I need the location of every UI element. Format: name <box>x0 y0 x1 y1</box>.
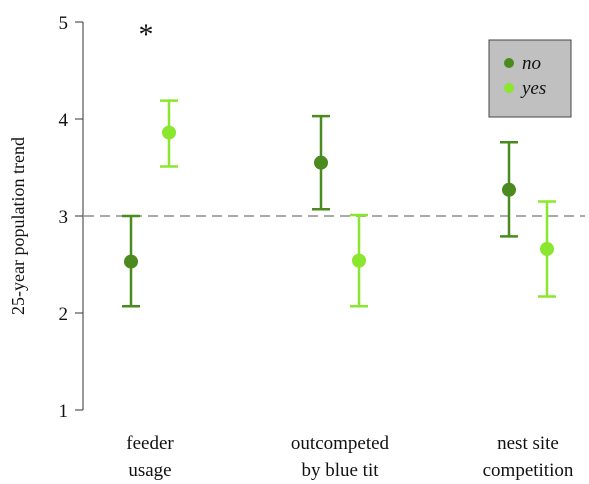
category-label-line: by blue tit <box>301 460 379 481</box>
category-label: nest site competition <box>483 433 574 481</box>
y-tick-label: 2 <box>59 304 69 325</box>
legend-marker <box>504 83 514 93</box>
data-point-no-1 <box>312 114 330 211</box>
legend-item-no: no <box>504 53 541 74</box>
legend-label: yes <box>520 78 546 99</box>
legend-label: no <box>522 53 541 74</box>
y-tick-label: 1 <box>59 401 69 422</box>
category-label-line: competition <box>483 460 574 481</box>
mean-point <box>352 253 366 268</box>
data-point-yes-0 <box>160 99 178 168</box>
category-label-line: nest site <box>497 433 559 454</box>
mean-point <box>314 155 328 170</box>
legend-marker <box>504 58 514 68</box>
y-axis-label: 25-year population trend <box>8 137 28 315</box>
data-point-yes-2 <box>538 200 556 298</box>
y-tick-label: 3 <box>59 207 69 228</box>
y-tick-label: 4 <box>59 110 69 131</box>
category-label: outcompeted by blue tit <box>291 433 390 481</box>
data-point-yes-1 <box>350 213 368 308</box>
data-point-no-0 <box>122 214 140 308</box>
plot-area <box>122 99 556 308</box>
significance-marker: * <box>139 18 154 51</box>
y-axis: 1 2 3 4 5 <box>59 13 84 422</box>
category-label-line: feeder <box>126 433 174 454</box>
legend: no yes <box>488 39 572 118</box>
category-labels: feeder usage outcompeted by blue tit nest si… <box>126 18 574 481</box>
category-label-line: usage <box>128 460 171 481</box>
legend-box <box>488 39 572 118</box>
legend-item-yes: yes <box>504 78 546 99</box>
category-label-line: outcompeted <box>291 433 390 454</box>
category-label: feeder usage <box>126 433 174 481</box>
mean-point <box>502 182 516 197</box>
mean-point <box>162 125 176 140</box>
mean-point <box>540 241 554 256</box>
mean-point <box>124 254 138 269</box>
data-point-no-2 <box>500 141 518 238</box>
y-tick-label: 5 <box>59 13 69 34</box>
